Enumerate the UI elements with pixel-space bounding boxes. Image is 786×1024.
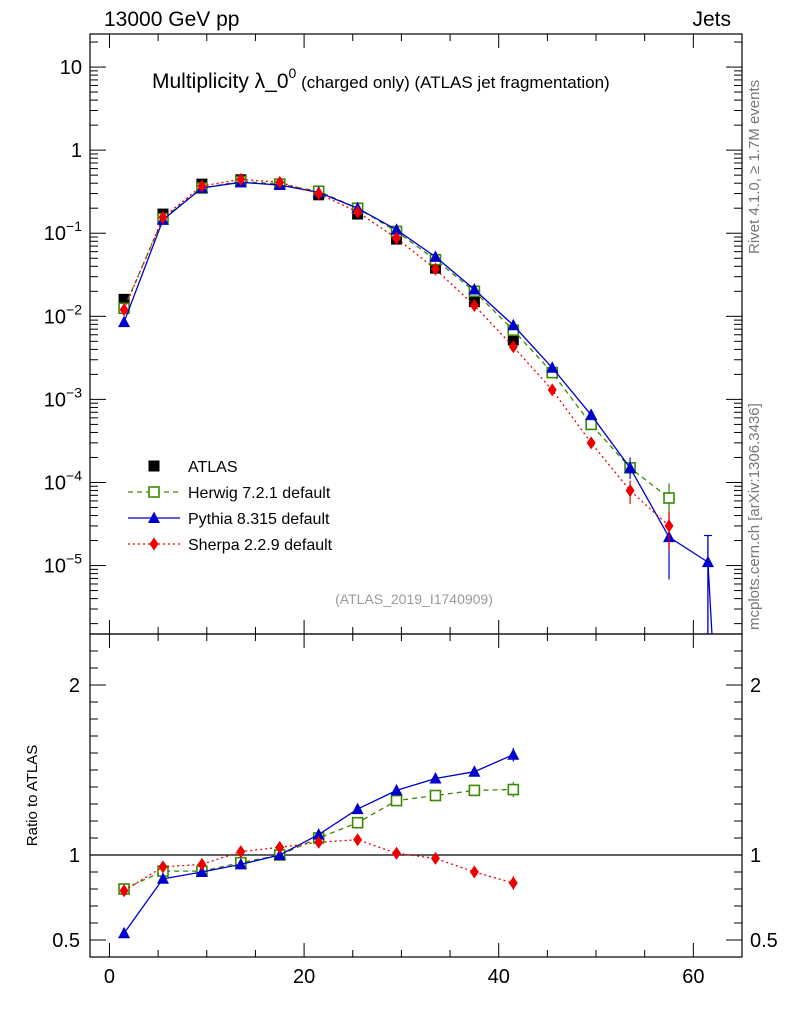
- sherpa-point: [119, 303, 129, 317]
- ratio-y-tick-label: 2: [69, 675, 80, 697]
- pythia-ratio-point: [118, 926, 131, 939]
- pythia-ratio-point: [351, 802, 364, 815]
- ratio-y-axis-label: Ratio to ATLAS: [24, 745, 41, 846]
- ratio-series-layer: [118, 747, 520, 939]
- legend-atlas-marker: [148, 460, 160, 472]
- pythia-point: [507, 318, 520, 331]
- y-tick-label: 10−1: [44, 218, 82, 245]
- pythia-point: [118, 315, 131, 328]
- sherpa-point: [236, 172, 246, 186]
- sherpa-point: [314, 187, 324, 201]
- sherpa-ratio-point: [275, 840, 285, 854]
- pythia-point: [429, 250, 442, 262]
- legend-pythia-label: Pythia 8.315 default: [188, 511, 330, 528]
- sherpa-point: [547, 383, 557, 397]
- y-tick-label: 1: [71, 140, 82, 162]
- sherpa-point: [625, 484, 635, 498]
- y-tick-label: 10−4: [44, 467, 82, 494]
- pythia-point: [585, 408, 598, 420]
- sherpa-ratio-point: [197, 857, 207, 871]
- pythia-ratio-point: [234, 857, 247, 870]
- sherpa-ratio-point: [430, 851, 440, 865]
- herwig-ratio-point: [390, 794, 403, 807]
- pythia-ratio-point: [429, 772, 442, 784]
- herwig-ratio-point: [468, 784, 481, 797]
- pythia-point: [624, 461, 637, 473]
- pythia-point: [701, 555, 714, 568]
- atlas-point: [507, 334, 519, 346]
- legend-pythia-marker: [148, 511, 160, 523]
- sherpa-point: [275, 175, 285, 189]
- plot-title: Multiplicity λ_00 (charged only) (ATLAS …: [152, 65, 610, 93]
- sherpa-ratio-point: [392, 846, 402, 860]
- sherpa-point: [158, 210, 168, 224]
- pythia-ratio-point: [195, 865, 208, 877]
- sherpa-ratio-point: [236, 845, 246, 859]
- header-left: 13000 GeV pp: [104, 8, 240, 31]
- y-tick-label: 10−2: [44, 301, 82, 328]
- pythia-ratio-point: [390, 783, 403, 796]
- pythia-point: [546, 361, 559, 373]
- sherpa-point: [353, 205, 363, 219]
- legend-herwig-marker: [148, 486, 160, 498]
- sherpa-ratio-point: [119, 884, 129, 898]
- sherpa-ratio-point: [508, 876, 518, 890]
- herwig-ratio-point: [507, 783, 520, 796]
- pythia-ratio-point: [273, 848, 286, 860]
- header-right: Jets: [692, 8, 731, 31]
- y-tick-label: 10: [60, 57, 82, 79]
- top-series-layer: [118, 172, 714, 634]
- sherpa-point: [469, 298, 479, 312]
- sherpa-ratio-point: [353, 833, 363, 847]
- herwig-ratio-point: [429, 789, 442, 802]
- herwig-ratio-line: [123, 788, 514, 890]
- sherpa-point: [664, 519, 674, 533]
- sherpa-ratio-line: [123, 839, 514, 892]
- pythia-ratio-point: [156, 872, 169, 884]
- x-tick-label: 20: [293, 966, 315, 988]
- sherpa-point: [508, 340, 518, 354]
- legend-sherpa-label: Sherpa 2.2.9 default: [188, 537, 333, 554]
- ratio-y-tick-label-right: 1: [750, 845, 761, 867]
- y-tick-label: 10−3: [44, 384, 82, 411]
- legend-sherpa-marker: [149, 537, 159, 551]
- pythia-ratio-point: [468, 765, 481, 777]
- x-tick-label: 60: [682, 966, 704, 988]
- sherpa-point: [586, 436, 596, 450]
- pythia-ratio-point: [507, 748, 520, 760]
- herwig-ratio-point: [351, 816, 364, 829]
- pythia-line: [123, 181, 709, 563]
- ratio-y-tick-label-right: 2: [750, 675, 761, 697]
- pythia-point: [390, 223, 403, 235]
- ratio-y-tick-label: 0.5: [52, 930, 80, 952]
- x-tick-label: 0: [104, 966, 115, 988]
- sherpa-point: [197, 179, 207, 193]
- x-tick-label: 40: [488, 966, 510, 988]
- sherpa-point: [392, 231, 402, 245]
- ratio-y-tick-label-right: 0.5: [750, 930, 778, 952]
- y-tick-label: 10−5: [44, 551, 82, 578]
- analysis-id-label: (ATLAS_2019_I1740909): [335, 591, 493, 607]
- sherpa-ratio-point: [314, 835, 324, 849]
- pythia-line-tail: [707, 562, 713, 634]
- sherpa-point: [430, 262, 440, 276]
- atlas-point: [118, 293, 130, 305]
- legend-atlas-label: ATLAS: [188, 459, 238, 476]
- sherpa-line: [123, 178, 670, 527]
- pythia-ratio-point: [312, 828, 325, 840]
- sherpa-ratio-point: [158, 860, 168, 874]
- legend-herwig-label: Herwig 7.2.1 default: [188, 485, 331, 502]
- ratio-y-tick-label: 1: [69, 845, 80, 867]
- ratio-plot-frame: [89, 633, 743, 958]
- herwig-point: [585, 418, 597, 431]
- herwig-point: [663, 492, 675, 504]
- pythia-point: [468, 283, 481, 295]
- sherpa-ratio-point: [469, 865, 479, 879]
